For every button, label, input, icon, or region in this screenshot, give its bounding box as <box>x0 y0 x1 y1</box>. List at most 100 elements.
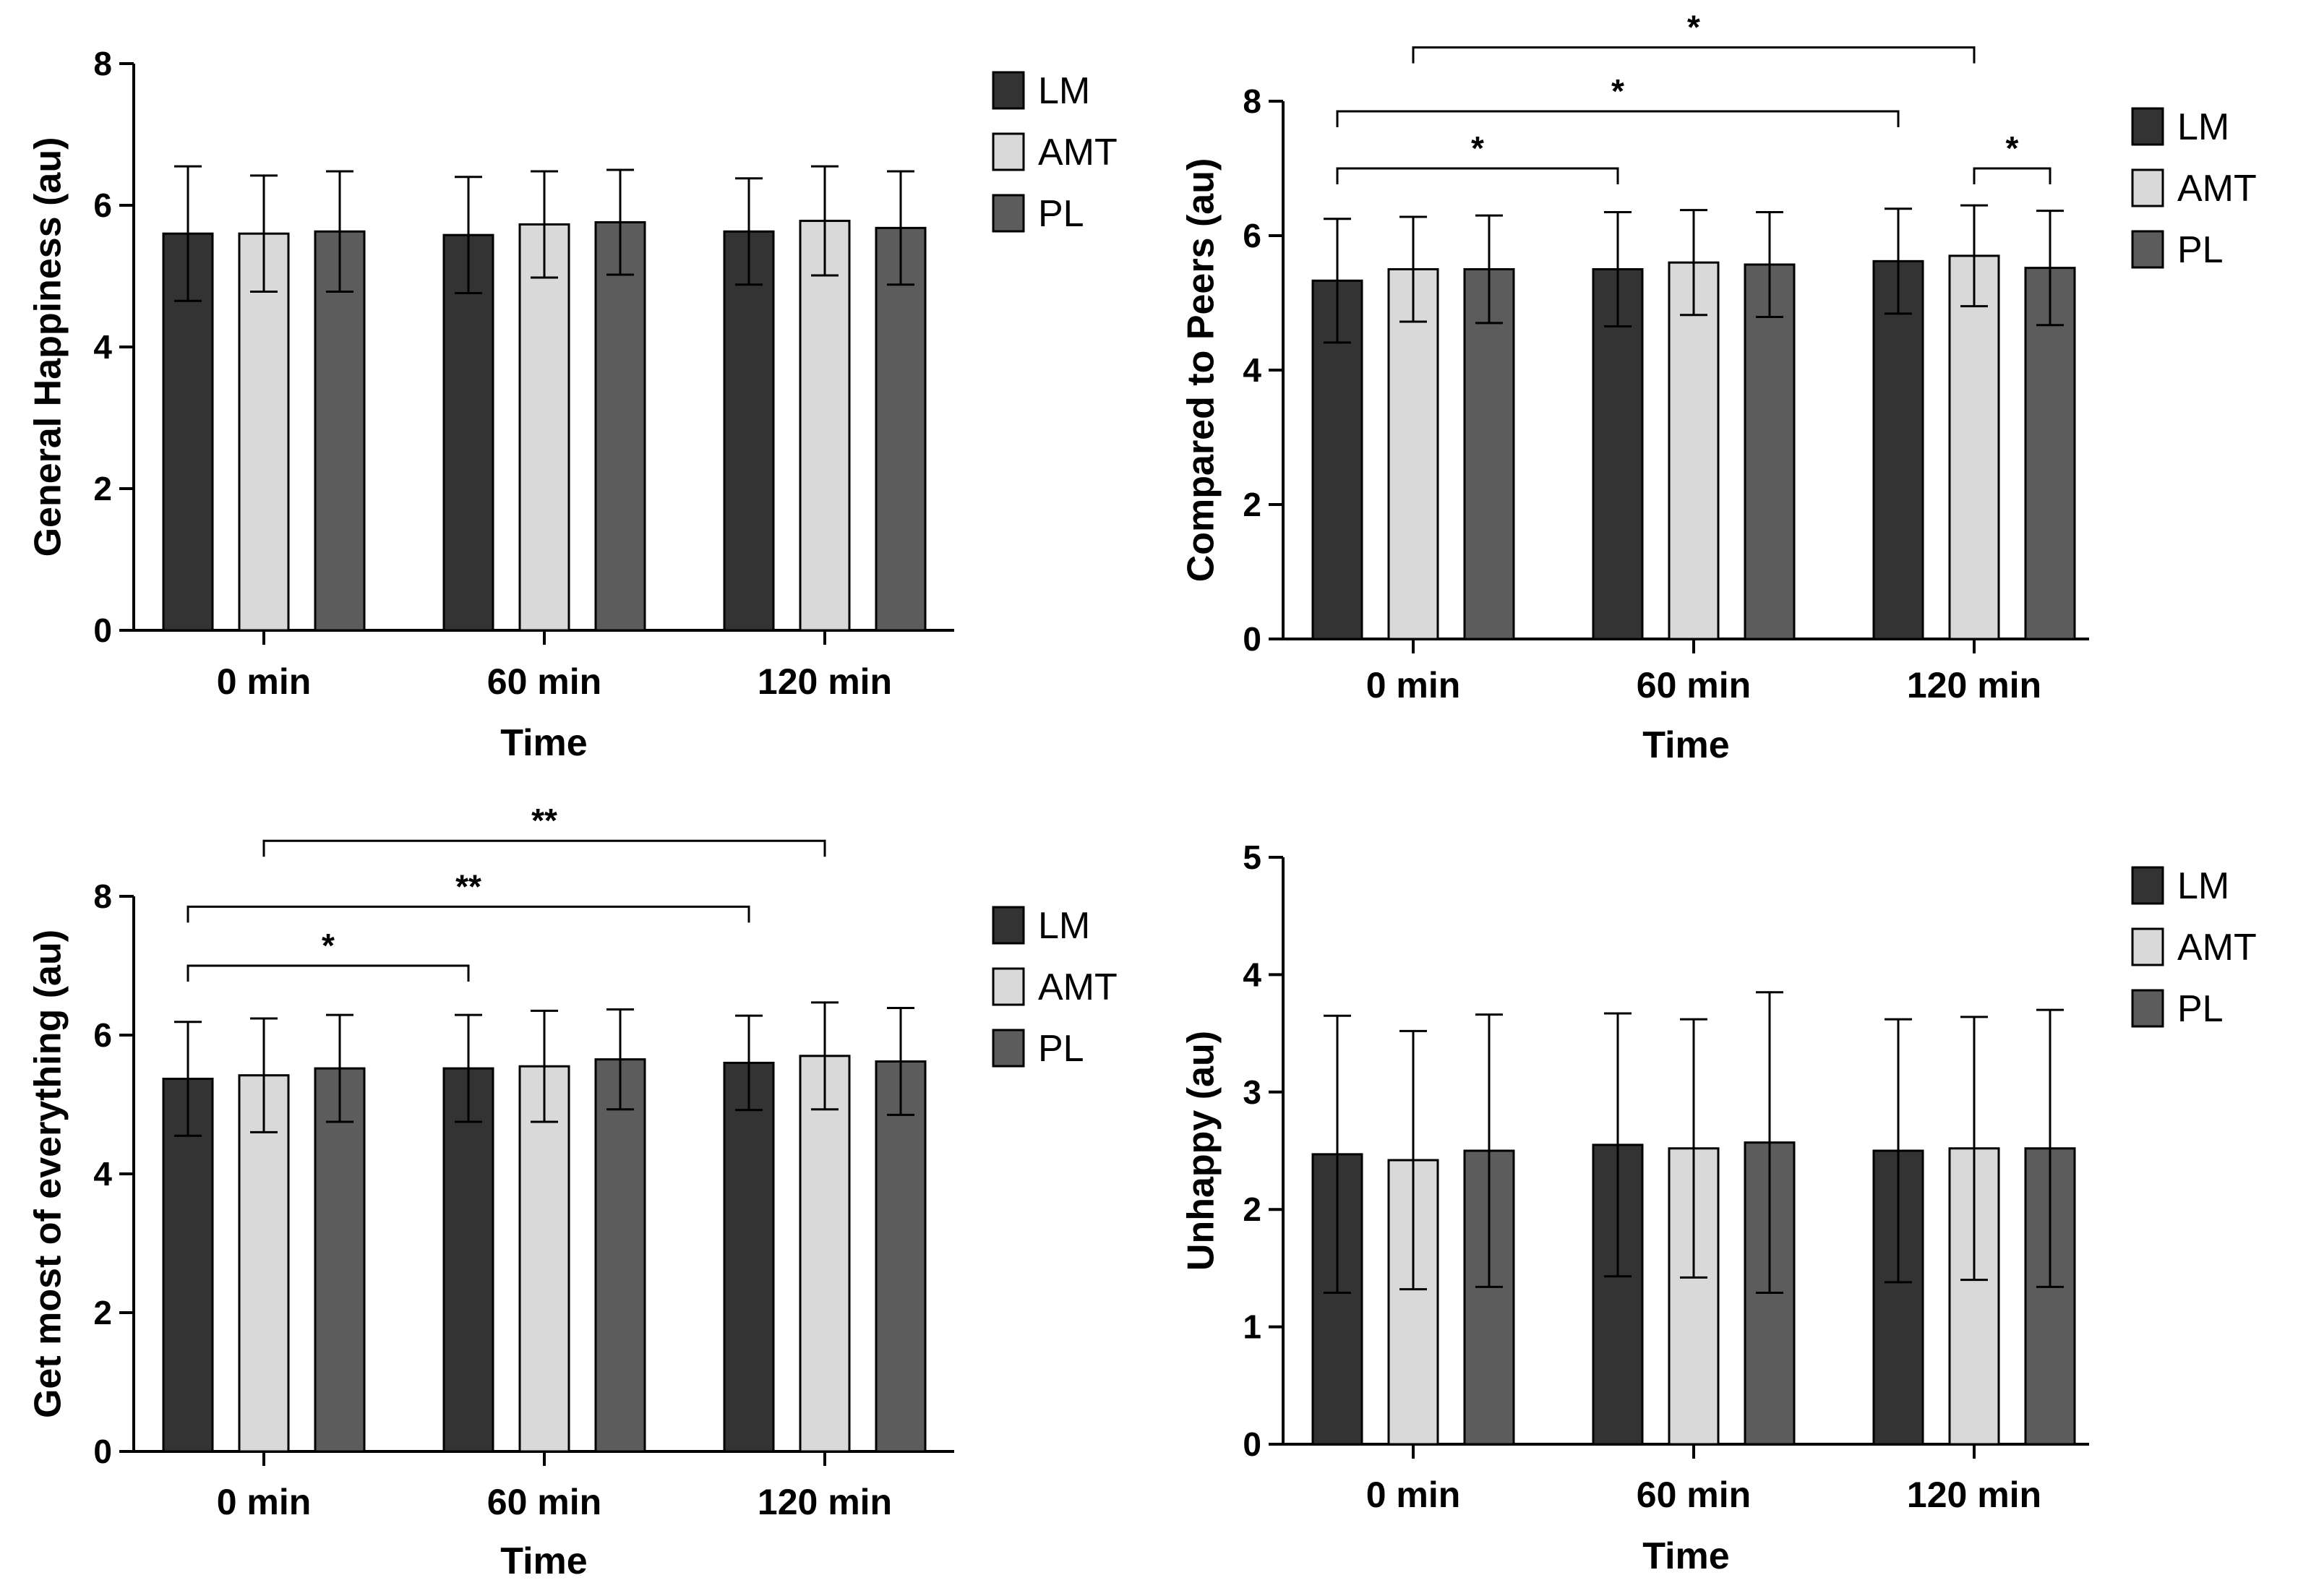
x-tick-label: 60 min <box>1637 1475 1751 1515</box>
y-tick-label: 0 <box>93 612 112 649</box>
legend-swatch-lm <box>2131 107 2164 146</box>
legend-swatch-amt <box>2131 168 2164 207</box>
x-axis-title: Time <box>500 722 587 764</box>
x-tick-label: 0 min <box>217 1482 312 1522</box>
legend-swatch-pl <box>992 194 1025 233</box>
x-tick-label: 120 min <box>758 661 892 702</box>
bar-amt <box>799 220 851 632</box>
y-tick-label: 6 <box>93 186 112 224</box>
bar-pl <box>1463 268 1515 640</box>
significance-label: ** <box>531 802 557 839</box>
legend-label-lm: LM <box>1038 905 1090 947</box>
significance-label: * <box>1471 129 1484 167</box>
bar-pl <box>314 1067 366 1453</box>
significance-bracket <box>1973 167 2052 184</box>
y-tick-label: 0 <box>1243 1425 1261 1463</box>
significance-bracket <box>262 839 826 857</box>
legend-label-lm: LM <box>2177 106 2229 148</box>
legend-label-amt: AMT <box>1038 132 1118 173</box>
legend-label-pl: PL <box>1038 1028 1084 1070</box>
bar-amt <box>1668 261 1720 640</box>
significance-bracket <box>1412 46 1976 64</box>
significance-bracket <box>1336 110 1900 127</box>
significance-bracket <box>187 905 750 923</box>
y-tick-label: 4 <box>93 1155 112 1193</box>
legend-label-lm: LM <box>1038 70 1090 112</box>
legend-label-pl: PL <box>2177 229 2224 271</box>
bar-lm <box>442 1067 494 1453</box>
x-tick-label: 120 min <box>1907 665 2041 705</box>
bar-amt <box>518 1065 570 1453</box>
y-tick-label: 2 <box>93 470 112 507</box>
y-tick-label: 6 <box>1243 217 1261 254</box>
bar-amt <box>1387 268 1439 640</box>
bar-lm <box>1592 268 1644 640</box>
significance-label: ** <box>455 867 481 905</box>
x-tick-label: 0 min <box>1366 665 1461 705</box>
legend-label-amt: AMT <box>2177 927 2257 969</box>
legend-swatch-amt <box>992 132 1025 171</box>
chart-panel-4: 0 1 2 3 4 5 Unhappy (au) 0 min 60 min 120 min Time… <box>1180 838 2257 1577</box>
significance-bracket <box>1336 167 1619 184</box>
bar-pl <box>875 226 927 632</box>
legend-swatch-amt <box>2131 927 2164 966</box>
x-tick-label: 120 min <box>1907 1475 2041 1515</box>
y-tick-label: 0 <box>1243 620 1261 658</box>
y-axis-title: General Happiness (au) <box>27 137 69 557</box>
bar-amt <box>1948 254 2000 640</box>
y-tick-label: 3 <box>1243 1073 1261 1111</box>
legend-swatch-lm <box>992 71 1025 110</box>
bar-pl <box>594 1058 646 1453</box>
bar-lm <box>442 233 494 632</box>
bar-lm <box>1872 259 1924 640</box>
legend-label-pl: PL <box>1038 193 1084 235</box>
legend-swatch-amt <box>992 967 1025 1006</box>
y-tick-label: 4 <box>93 328 112 366</box>
y-tick-label: 2 <box>1243 486 1261 523</box>
x-axis-title: Time <box>1642 724 1729 766</box>
legend-label-amt: AMT <box>2177 168 2257 210</box>
bar-amt <box>799 1055 851 1453</box>
bar-lm <box>723 1061 775 1453</box>
y-tick-label: 5 <box>1243 838 1261 876</box>
bar-amt <box>238 232 290 632</box>
y-tick-label: 8 <box>93 45 112 82</box>
y-tick-label: 6 <box>93 1016 112 1054</box>
bar-amt <box>1668 1147 1720 1446</box>
chart-panel-3: 0 2 4 6 8 Get most of everything (au) 0 min 60 … <box>27 802 1118 1582</box>
bar-amt <box>238 1074 290 1453</box>
bar-lm <box>723 230 775 632</box>
x-axis-title: Time <box>500 1540 587 1582</box>
y-axis-title: Get most of everything (au) <box>27 930 69 1418</box>
y-tick-label: 1 <box>1243 1308 1261 1346</box>
legend-swatch-lm <box>992 906 1025 945</box>
bar-pl <box>594 221 646 632</box>
bar-pl <box>1744 263 1796 640</box>
bar-pl <box>875 1060 927 1453</box>
x-tick-label: 0 min <box>1366 1475 1461 1515</box>
bar-amt <box>518 223 570 632</box>
bar-pl <box>314 230 366 632</box>
significance-label: * <box>322 927 335 964</box>
significance-label: * <box>1611 72 1624 110</box>
chart-panel-2: 0 2 4 6 8 Compared to Peers (au) 0 min 60 min 12… <box>1180 9 2257 766</box>
y-tick-label: 2 <box>93 1294 112 1331</box>
chart-panel-1: 0 2 4 6 8 General Happiness (au) 0 min 60 min 12… <box>27 45 1118 764</box>
legend-label-amt: AMT <box>1038 966 1118 1008</box>
legend-swatch-pl <box>2131 989 2164 1028</box>
significance-bracket <box>187 964 470 982</box>
legend-label-pl: PL <box>2177 988 2224 1030</box>
y-tick-label: 4 <box>1243 956 1261 993</box>
y-tick-label: 8 <box>1243 82 1261 120</box>
x-tick-label: 120 min <box>758 1482 892 1522</box>
significance-label: * <box>1687 9 1700 46</box>
x-tick-label: 0 min <box>217 661 312 702</box>
legend-swatch-lm <box>2131 866 2164 905</box>
y-tick-label: 2 <box>1243 1190 1261 1228</box>
y-axis-title: Unhappy (au) <box>1180 1031 1222 1271</box>
x-tick-label: 60 min <box>487 1482 601 1522</box>
legend-label-lm: LM <box>2177 865 2229 907</box>
x-tick-label: 60 min <box>1637 665 1751 705</box>
y-axis-title: Compared to Peers (au) <box>1180 158 1222 583</box>
